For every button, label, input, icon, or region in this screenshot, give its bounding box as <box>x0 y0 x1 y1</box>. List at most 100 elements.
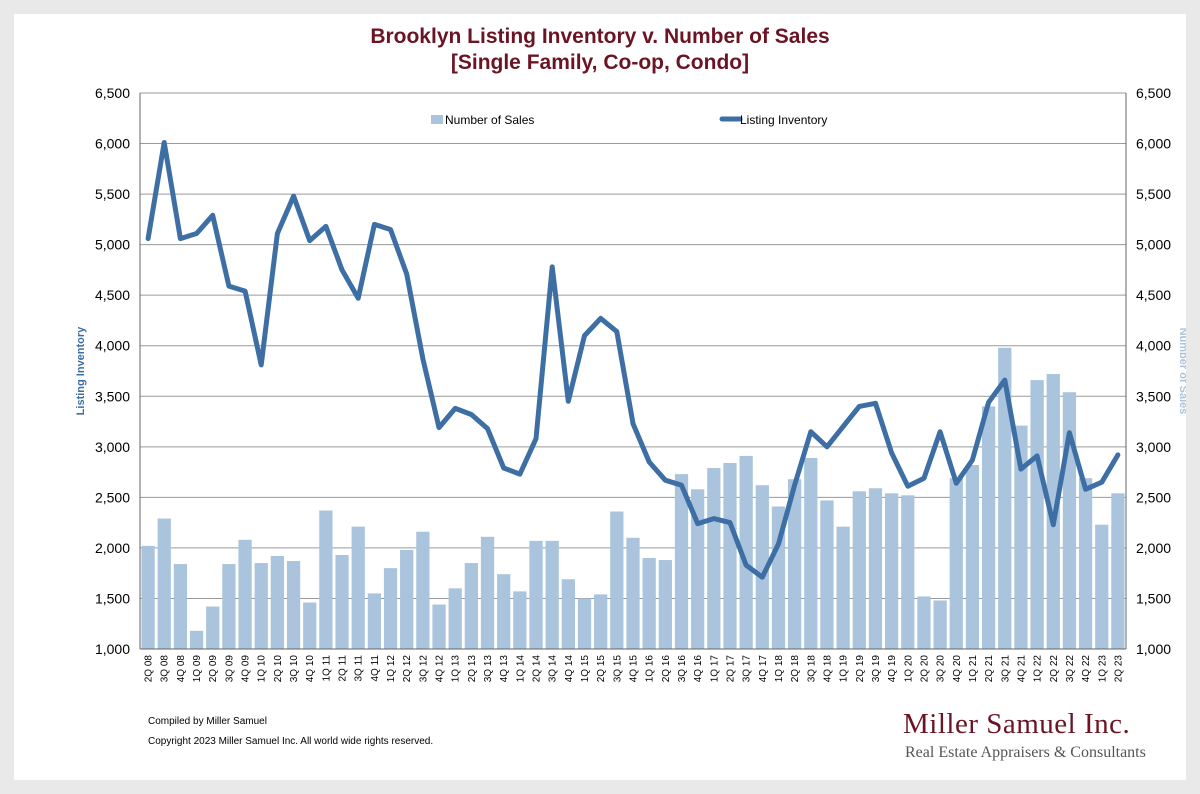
x-tick-label: 1Q 10 <box>257 655 268 683</box>
sales-bar <box>238 539 252 649</box>
x-tick-label: 4Q 14 <box>564 655 575 683</box>
x-tick-label: 3Q 20 <box>936 655 947 683</box>
sales-bar <box>303 602 317 649</box>
x-tick-label: 2Q 19 <box>855 655 866 683</box>
x-tick-label: 4Q 18 <box>823 655 834 683</box>
sales-bar <box>432 604 446 649</box>
y-tick-label-left: 1,000 <box>95 641 130 657</box>
x-tick-label: 3Q 17 <box>742 655 753 683</box>
sales-bar <box>222 564 236 649</box>
x-tick-label: 2Q 14 <box>532 655 543 683</box>
sales-bar <box>804 457 818 649</box>
y-tick-label-right: 6,000 <box>1136 136 1171 152</box>
legend-swatch-sales <box>431 115 443 124</box>
sales-bar <box>1078 478 1093 649</box>
sales-bar <box>286 561 301 649</box>
x-tick-label: 2Q 15 <box>596 655 607 683</box>
y-tick-label-right: 6,500 <box>1136 85 1171 101</box>
y-tick-label-right: 3,500 <box>1136 388 1171 404</box>
x-tick-label: 2Q 10 <box>273 655 284 683</box>
sales-bar <box>691 489 705 649</box>
x-tick-label: 3Q 21 <box>1000 655 1011 683</box>
sales-bar <box>141 545 155 649</box>
x-tick-label: 3Q 16 <box>677 655 688 683</box>
y-tick-label-left: 2,500 <box>95 489 130 505</box>
sales-bar <box>933 600 947 649</box>
sales-bar <box>335 554 349 649</box>
sales-bar <box>400 549 414 649</box>
x-tick-label: 4Q 10 <box>305 655 316 683</box>
x-tick-label: 1Q 13 <box>451 655 462 683</box>
x-tick-label: 2Q 12 <box>402 655 413 683</box>
x-tick-label: 2Q 16 <box>661 655 672 683</box>
y-tick-label-left: 6,000 <box>95 136 130 152</box>
x-tick-label: 1Q 11 <box>321 655 332 682</box>
y-tick-label-left: 3,500 <box>95 388 130 404</box>
chart-title: Brooklyn Listing Inventory v. Number of … <box>370 25 830 48</box>
brand-tagline: Real Estate Appraisers & Consultants <box>905 744 1146 761</box>
x-tick-label: 3Q 22 <box>1065 655 1076 683</box>
x-tick-label: 3Q 13 <box>483 655 494 683</box>
x-tick-label: 4Q 08 <box>176 655 187 683</box>
y-tick-label-right: 5,000 <box>1136 237 1171 253</box>
x-tick-label: 1Q 23 <box>1097 655 1108 683</box>
x-tick-label: 4Q 21 <box>1016 655 1027 683</box>
y-tick-label-left: 6,500 <box>95 85 130 101</box>
chart-svg: 1,000 1,000 1,500 1,500 2,000 2,000 2,500 2,500… <box>75 85 1186 682</box>
footer-compiled: Compiled by Miller Samuel <box>148 716 267 727</box>
sales-bar <box>351 526 365 649</box>
x-tick-label: 2Q 22 <box>1049 655 1060 683</box>
sales-bar <box>448 588 462 649</box>
sales-bar <box>949 478 963 649</box>
y-tick-label-left: 4,500 <box>95 287 130 303</box>
sales-bar <box>836 526 850 649</box>
sales-bar <box>464 563 478 649</box>
chart-subtitle: [Single Family, Co-op, Condo] <box>450 51 750 74</box>
y-tick-label-left: 2,000 <box>95 540 130 556</box>
x-tick-label: 3Q 15 <box>612 655 623 683</box>
sales-bar <box>658 560 672 649</box>
x-tick-label: 1Q 22 <box>1033 655 1044 683</box>
sales-bar <box>513 591 527 649</box>
x-tick-label: 2Q 18 <box>790 655 801 683</box>
y-tick-label-right: 1,500 <box>1136 590 1171 606</box>
y-tick-label-right: 1,000 <box>1136 641 1171 657</box>
sales-bar <box>1111 493 1125 649</box>
sales-bar <box>383 568 398 649</box>
x-tick-label: 1Q 09 <box>192 655 203 683</box>
axes: 1,000 1,000 1,500 1,500 2,000 2,000 2,500 2,500… <box>75 85 1186 682</box>
sales-bar <box>1014 425 1028 649</box>
legend-label-inventory: Listing Inventory <box>740 113 827 127</box>
x-tick-label: 4Q 16 <box>693 655 704 683</box>
inventory-line-layer <box>145 140 1121 580</box>
sales-bar <box>189 630 204 649</box>
legend: Number of Sales Listing Inventory <box>431 113 827 127</box>
x-tick-label: 1Q 19 <box>839 655 850 683</box>
sales-bar <box>594 594 608 649</box>
sales-bar <box>788 479 802 649</box>
x-tick-label: 1Q 21 <box>968 655 979 683</box>
x-tick-label: 4Q 11 <box>370 655 381 682</box>
x-tick-label: 2Q 08 <box>144 655 155 683</box>
sales-bar <box>480 536 495 649</box>
sales-bar <box>852 491 866 649</box>
sales-bar <box>917 596 931 649</box>
sales-bar <box>901 495 915 649</box>
y-tick-label-right: 4,500 <box>1136 287 1171 303</box>
sales-bar <box>545 540 559 649</box>
x-tick-label: 2Q 09 <box>208 655 219 683</box>
x-tick-label: 4Q 12 <box>435 655 446 683</box>
sales-bar <box>981 406 996 649</box>
y-tick-label-left: 1,500 <box>95 590 130 606</box>
sales-bar <box>416 531 430 649</box>
y-tick-label-right: 5,500 <box>1136 186 1171 202</box>
sales-bar <box>1030 380 1044 649</box>
x-tick-label: 1Q 17 <box>709 655 720 683</box>
x-tick-label: 1Q 14 <box>515 655 526 683</box>
x-tick-label: 3Q 09 <box>224 655 235 683</box>
sales-bar <box>173 564 188 649</box>
y-tick-label-right: 2,000 <box>1136 540 1171 556</box>
sales-bar <box>884 493 899 649</box>
sales-bar <box>254 563 268 649</box>
x-tick-label: 4Q 15 <box>629 655 640 683</box>
